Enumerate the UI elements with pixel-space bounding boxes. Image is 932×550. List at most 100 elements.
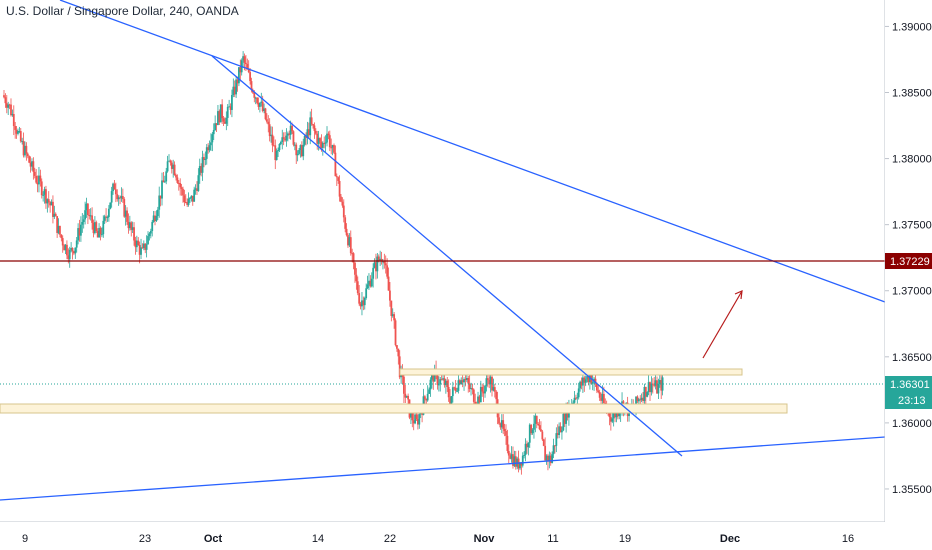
candle-body [547, 455, 549, 462]
candle-body [207, 147, 210, 151]
candle-body [68, 249, 71, 260]
candle-body [42, 194, 45, 196]
candle-body [219, 104, 222, 123]
time-tick-label: 9 [22, 533, 28, 545]
candle-body [15, 129, 18, 134]
candle-body [256, 97, 258, 103]
candle-body [295, 144, 298, 156]
candle-body [377, 256, 380, 261]
steep-downtrend-line[interactable] [211, 55, 683, 457]
candle-body [232, 86, 235, 96]
candle-body [250, 81, 253, 91]
candle-body [201, 157, 204, 173]
candle-body [33, 171, 36, 176]
candle-body [461, 380, 464, 383]
candle-body [183, 195, 186, 203]
candle-body [120, 196, 123, 199]
candle-body [18, 131, 21, 133]
candle-body [342, 205, 345, 218]
candle-body [284, 138, 286, 141]
candle-body [7, 104, 10, 108]
candle-body [583, 377, 586, 383]
candle-body [56, 216, 59, 233]
candle-body [154, 215, 156, 222]
candle-body [505, 431, 507, 436]
candle-body [298, 150, 300, 154]
candle-body [410, 411, 412, 418]
candle-body [80, 224, 82, 236]
candle-body [541, 431, 544, 440]
candle-body [288, 133, 291, 135]
candle-body [509, 455, 512, 459]
candle-body [226, 106, 229, 118]
candle-body [28, 156, 31, 163]
candle-body [345, 228, 348, 236]
candle-body [46, 199, 49, 204]
candle-body [71, 247, 74, 252]
candle-body [145, 244, 148, 250]
candle-body [229, 106, 232, 110]
candle-body [236, 79, 239, 84]
candle-body [348, 237, 351, 246]
candle-body [470, 387, 472, 390]
candle-body [285, 135, 288, 141]
candle-body [246, 64, 249, 70]
candle-body [321, 142, 324, 148]
candle-body [421, 413, 423, 415]
candle-body [175, 175, 177, 178]
candle-body [661, 377, 664, 391]
candle-body [635, 396, 637, 408]
candle-body [222, 118, 225, 122]
candle-body [405, 395, 408, 398]
candle-body [615, 410, 618, 418]
candle-body [383, 261, 386, 264]
candle-body [292, 131, 295, 145]
candle-body [363, 298, 366, 306]
candle-body [305, 136, 307, 138]
candle-body [387, 276, 390, 291]
candle-body [177, 182, 180, 184]
candle-body [436, 372, 439, 385]
candle-body [636, 396, 639, 402]
candle-body [78, 228, 81, 236]
resistance-zone[interactable] [399, 368, 743, 376]
candle-body [390, 300, 393, 316]
long-downtrend-line[interactable] [59, 0, 886, 303]
drawing-layer[interactable] [0, 0, 886, 501]
time-tick-label: 19 [619, 533, 631, 545]
price-tick-label: 1.38500 [892, 88, 932, 100]
candle-body [307, 129, 310, 136]
candle-body [320, 141, 323, 148]
candle-body [197, 175, 200, 192]
candle-body [375, 262, 377, 272]
candle-body [12, 114, 15, 127]
candle-body [554, 445, 556, 447]
candle-body [527, 442, 530, 448]
uptrend-support-line[interactable] [0, 436, 886, 501]
candle-body [224, 121, 226, 124]
candle-body [306, 129, 309, 138]
support-zone[interactable] [0, 403, 788, 414]
candle-body [637, 399, 640, 402]
candle-body [124, 210, 127, 217]
projection-arrow[interactable] [702, 290, 743, 359]
candle-body [328, 135, 331, 148]
candle-body [270, 134, 272, 137]
candle-body [225, 117, 228, 124]
candle-body [530, 424, 533, 434]
candle-body [614, 412, 616, 418]
candle-body [148, 233, 151, 237]
candle-body [593, 378, 595, 382]
candle-body [591, 381, 594, 384]
candle-body [330, 147, 333, 149]
candle-body [658, 380, 661, 385]
candle-body [265, 119, 268, 122]
candle-body [337, 177, 340, 181]
time-axis[interactable] [0, 522, 932, 550]
candle-body [196, 188, 198, 192]
candle-body [597, 390, 600, 393]
candle-body [575, 397, 577, 399]
candle-body [649, 382, 651, 393]
candle-body [267, 121, 270, 125]
